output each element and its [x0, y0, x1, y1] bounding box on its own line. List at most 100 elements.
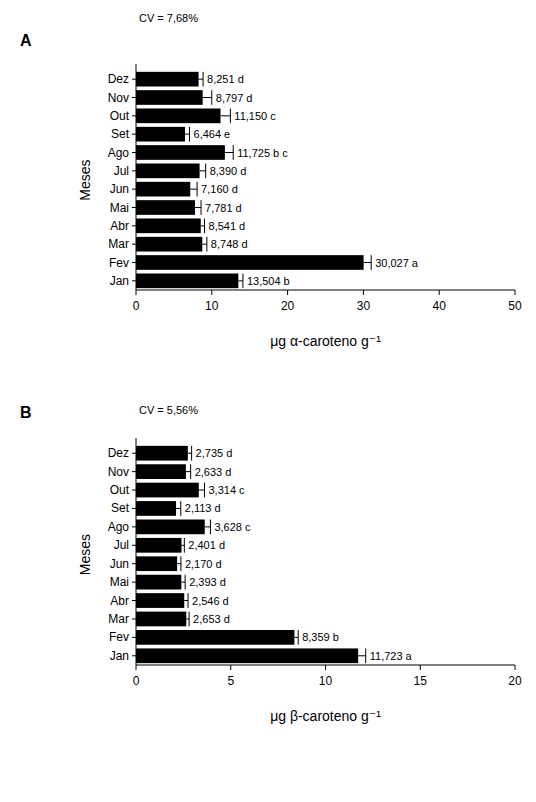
bar: [136, 274, 238, 289]
y-tick-label: Nov: [108, 465, 129, 479]
error-cap: [233, 145, 234, 160]
panel-label: A: [20, 32, 32, 49]
error-line: [364, 262, 372, 263]
x-tick-label: 15: [414, 674, 428, 688]
y-tick-label: Mai: [110, 575, 129, 589]
error-line: [203, 97, 212, 98]
y-tick-label: Jan: [110, 649, 129, 663]
error-bar: [364, 255, 372, 270]
data-label: 11,723 a: [370, 650, 413, 662]
error-bar: [238, 274, 243, 289]
bar: [136, 145, 225, 160]
y-tick: [132, 563, 136, 564]
error-bar: [190, 182, 197, 197]
error-cap: [190, 464, 191, 479]
error-cap: [201, 200, 202, 215]
x-axis-label: μg α-caroteno g⁻¹: [270, 333, 381, 349]
bar: [136, 219, 201, 234]
x-tick: [439, 290, 440, 295]
error-cap: [180, 501, 181, 516]
error-line: [200, 170, 206, 171]
error-line: [358, 655, 366, 656]
error-cap: [230, 109, 231, 124]
data-label: 2,546 d: [192, 595, 229, 607]
y-tick: [132, 655, 136, 656]
error-bar: [177, 556, 181, 571]
error-line: [238, 280, 243, 281]
y-tick-label: Nov: [108, 91, 129, 105]
data-label: 7,160 d: [201, 183, 238, 195]
y-tick: [132, 79, 136, 80]
y-tick: [132, 618, 136, 619]
bar: [136, 575, 181, 590]
error-bar: [203, 90, 212, 105]
error-bar: [199, 72, 204, 87]
y-tick-label: Mar: [108, 237, 129, 251]
data-label: 2,401 d: [188, 539, 225, 551]
error-cap: [204, 219, 205, 234]
y-tick: [132, 152, 136, 153]
error-bar: [202, 237, 207, 252]
bar: [136, 182, 190, 197]
error-bar: [181, 538, 184, 553]
error-bar: [225, 145, 233, 160]
y-tick-label: Dez: [108, 446, 129, 460]
x-tick: [325, 665, 326, 670]
data-label: 8,748 d: [211, 238, 248, 250]
x-tick-label: 40: [433, 299, 447, 313]
x-tick: [136, 290, 137, 295]
error-cap: [210, 520, 211, 535]
error-cap: [211, 90, 212, 105]
error-bar: [188, 446, 192, 461]
y-tick-label: Abr: [110, 219, 129, 233]
error-bar: [181, 575, 185, 590]
y-tick: [132, 545, 136, 546]
x-tick-label: 20: [508, 674, 522, 688]
error-bar: [195, 200, 201, 215]
chart-panel: BCV = 5,56%11,723 a8,359 b2,653 d2,546 d…: [20, 404, 522, 724]
error-line: [177, 563, 181, 564]
error-line: [201, 225, 205, 226]
error-cap: [191, 446, 192, 461]
y-tick: [132, 244, 136, 245]
y-tick: [132, 225, 136, 226]
error-cap: [371, 255, 372, 270]
bar: [136, 237, 202, 252]
y-tick-label: Jul: [114, 538, 129, 552]
figure: ACV = 7,68%13,504 b30,027 a8,748 d8,541 …: [0, 0, 536, 802]
y-tick: [132, 453, 136, 454]
error-bar: [205, 520, 211, 535]
data-label: 2,113 d: [185, 502, 221, 514]
annotation: CV = 7,68%: [139, 12, 198, 24]
x-tick: [230, 665, 231, 670]
error-cap: [188, 593, 189, 608]
y-tick: [132, 207, 136, 208]
error-bar: [199, 483, 205, 498]
bar: [136, 127, 185, 142]
x-tick-label: 20: [281, 299, 295, 313]
x-tick: [136, 665, 137, 670]
y-tick: [132, 637, 136, 638]
error-line: [188, 453, 192, 454]
x-tick-label: 30: [357, 299, 371, 313]
y-tick-label: Set: [111, 127, 130, 141]
y-axis-label: Meses: [77, 159, 93, 200]
y-tick: [132, 490, 136, 491]
error-cap: [189, 612, 190, 627]
data-label: 7,781 d: [205, 202, 242, 214]
x-tick-label: 10: [319, 674, 333, 688]
error-cap: [205, 164, 206, 179]
y-tick-label: Fev: [109, 256, 129, 270]
data-label: 2,735 d: [196, 447, 233, 459]
x-tick-label: 50: [508, 299, 522, 313]
error-bar: [221, 109, 231, 124]
bar: [136, 200, 195, 215]
data-label: 13,504 b: [247, 275, 290, 287]
x-tick-label: 0: [133, 674, 140, 688]
error-cap: [203, 72, 204, 87]
x-tick: [363, 290, 364, 295]
error-cap: [206, 237, 207, 252]
data-label: 30,027 a: [375, 257, 419, 269]
data-label: 8,797 d: [216, 92, 253, 104]
y-tick: [132, 262, 136, 263]
